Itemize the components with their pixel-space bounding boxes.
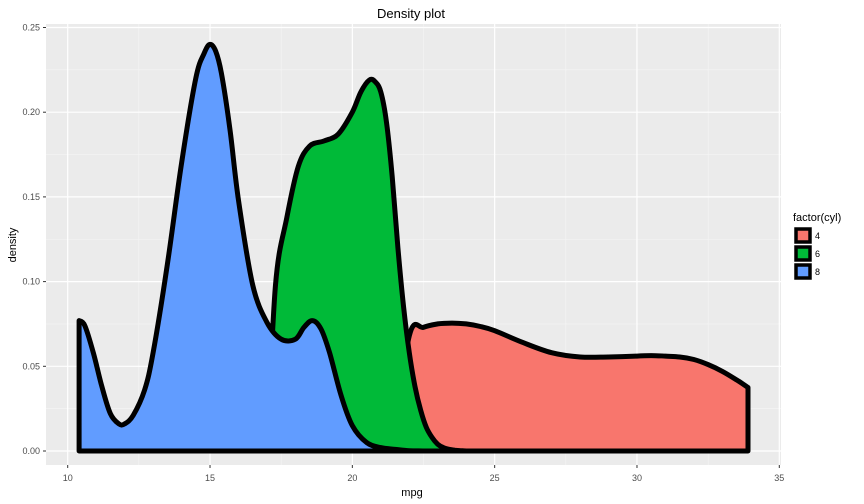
- legend: factor(cyl) 4 6 8: [793, 212, 841, 280]
- legend-label-8: 8: [815, 267, 820, 277]
- x-tick-label: 30: [632, 473, 642, 483]
- legend-key-6: [794, 245, 812, 262]
- x-tick-label: 10: [63, 473, 73, 483]
- legend-title: factor(cyl): [793, 212, 841, 224]
- legend-key-4: [794, 227, 812, 244]
- legend-label-4: 4: [815, 231, 820, 241]
- density-area-cyl-4: [389, 320, 751, 454]
- y-tick-label: 0.05: [22, 361, 40, 371]
- y-tick-label: 0.15: [22, 192, 40, 202]
- legend-label-6: 6: [815, 249, 820, 259]
- y-tick-label: 0.00: [22, 446, 40, 456]
- y-tick-label: 0.10: [22, 277, 40, 287]
- y-tick-label: 0.25: [22, 23, 40, 33]
- x-axis-label: mpg: [401, 487, 422, 499]
- legend-key-8: [794, 263, 812, 280]
- chart-title: Density plot: [377, 6, 445, 21]
- y-axis-label: density: [7, 227, 19, 262]
- y-tick-label: 0.20: [22, 107, 40, 117]
- density-area-cyl-8: [76, 41, 426, 454]
- x-tick-label: 25: [490, 473, 500, 483]
- x-tick-label: 20: [347, 473, 357, 483]
- x-tick-label: 35: [774, 473, 784, 483]
- x-tick-label: 15: [205, 473, 215, 483]
